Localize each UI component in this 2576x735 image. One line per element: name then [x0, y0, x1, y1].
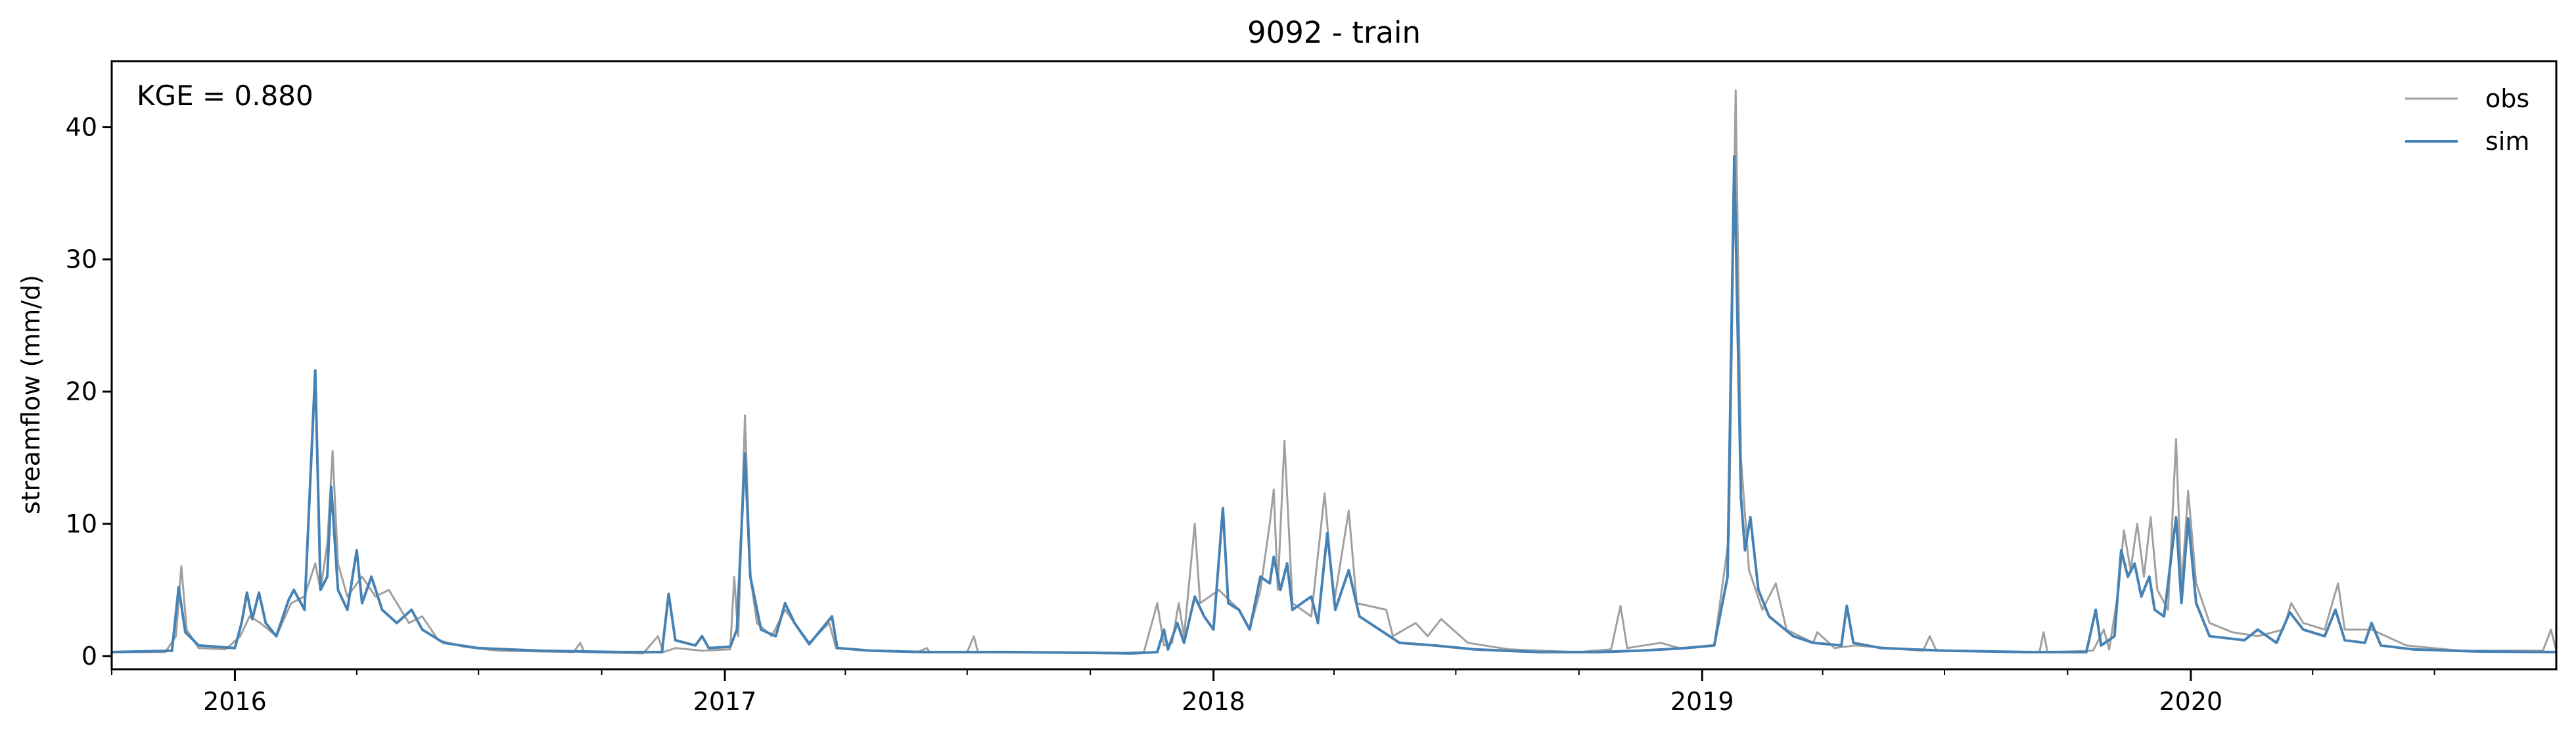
x-tick-label: 2017 — [693, 687, 757, 716]
plot-frame — [110, 60, 2558, 671]
x-tick-label: 2019 — [1670, 687, 1734, 716]
series-line-sim — [111, 154, 2557, 655]
x-tick-label: 2018 — [1182, 687, 1245, 716]
x-tick-label: 2020 — [2159, 687, 2222, 716]
y-tick-label: 30 — [66, 245, 97, 274]
legend-label-sim: sim — [2485, 127, 2529, 156]
y-tick-label: 20 — [66, 377, 97, 406]
x-ticks: 2016 2017 2018 2019 2020 — [203, 669, 2222, 716]
kge-annotation: KGE = 0.880 — [137, 80, 313, 112]
legend: obs sim — [2405, 84, 2529, 156]
y-tick-label: 0 — [81, 642, 97, 671]
plot-lines — [111, 89, 2558, 655]
series-line-obs — [112, 89, 2558, 655]
y-axis-label: streamflow (mm/d) — [16, 275, 45, 514]
y-ticks: 0 10 20 30 40 — [66, 113, 112, 671]
legend-label-obs: obs — [2485, 84, 2529, 113]
y-tick-label: 10 — [66, 510, 97, 538]
y-tick-label: 40 — [66, 113, 97, 142]
x-tick-label: 2016 — [203, 687, 267, 716]
chart-title: 9092 - train — [1247, 15, 1421, 50]
